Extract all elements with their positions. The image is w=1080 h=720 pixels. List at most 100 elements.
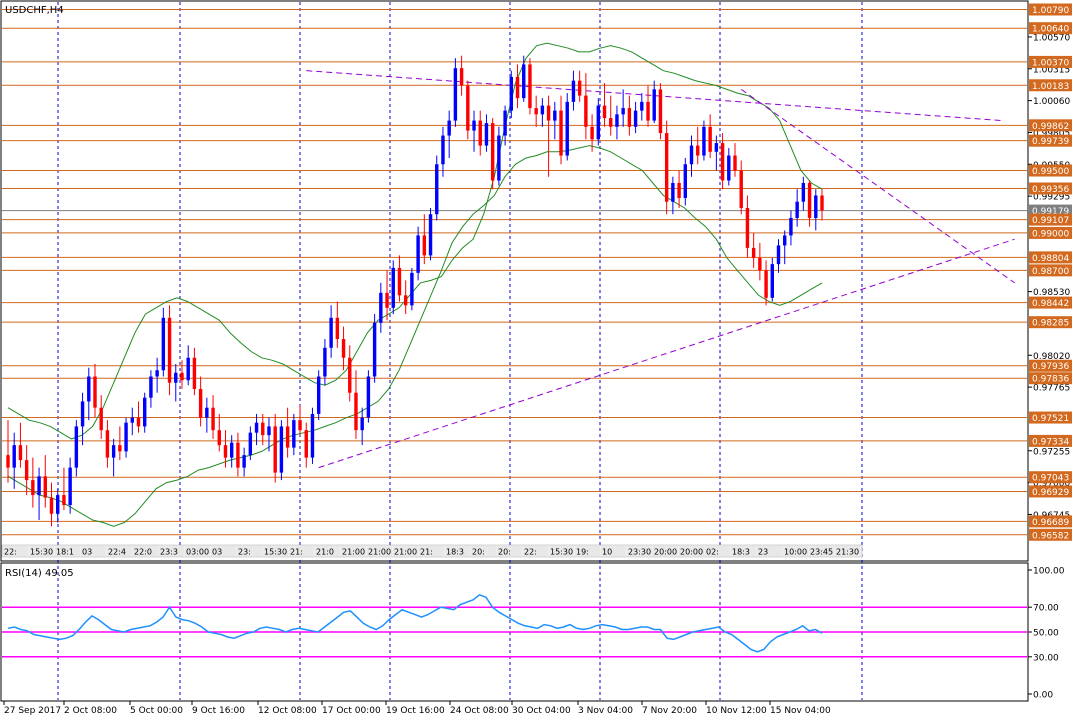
candle-body-100 <box>627 108 632 127</box>
candle-body-77 <box>484 123 489 146</box>
trendline-2 <box>318 238 1015 469</box>
candle-body-84 <box>528 64 532 109</box>
session-label-2: 18:1 <box>56 548 74 557</box>
candle-body-88 <box>553 110 557 121</box>
session-cell-29 <box>757 546 782 556</box>
candle-body-129 <box>807 183 812 218</box>
session-cell-2 <box>55 546 80 556</box>
candle-body-27 <box>174 372 178 383</box>
candle-body-60 <box>379 292 383 323</box>
candle-body-55 <box>348 357 352 393</box>
session-cell-15 <box>393 546 418 556</box>
session-label-7: 03:00 <box>186 548 209 557</box>
session-label-4: 22:4 <box>108 548 126 557</box>
level-tag-label-0: 1.00790 <box>1032 6 1069 16</box>
price-tick-label-7: 0.98020 <box>1033 352 1070 362</box>
session-cell-30 <box>783 546 808 556</box>
candle-body-124 <box>776 245 781 265</box>
candle-body-13 <box>87 376 91 402</box>
candle-body-6 <box>43 476 47 498</box>
candle-body-108 <box>677 183 681 198</box>
main-chart-frame <box>0 0 1029 562</box>
candle-body-38 <box>242 455 246 468</box>
trendline-1 <box>740 88 1015 284</box>
level-tag-label-11: 0.98804 <box>1032 254 1069 264</box>
session-cell-19 <box>497 546 522 556</box>
candle-body-43 <box>273 426 277 473</box>
time-tick-label-3: 9 Oct 16:00 <box>192 706 245 716</box>
session-cell-13 <box>341 546 366 556</box>
level-tag-21 <box>1029 515 1072 528</box>
candle-body-63 <box>397 267 402 296</box>
level-tag-label-6: 0.99500 <box>1032 167 1069 177</box>
candle-body-7 <box>49 497 54 514</box>
session-cell-7 <box>185 546 210 556</box>
level-tag-5 <box>1029 134 1072 147</box>
session-label-14: 21:00 <box>368 548 391 557</box>
session-label-5: 22:0 <box>134 548 152 557</box>
candle-body-29 <box>186 357 190 381</box>
level-tag-label-7: 0.99356 <box>1032 185 1069 195</box>
candle-body-70 <box>441 135 445 165</box>
candle-body-26 <box>167 317 172 383</box>
level-tag-19 <box>1029 471 1072 484</box>
rsi-tick-label-1: 70.00 <box>1033 604 1059 614</box>
candle-body-3 <box>24 460 29 481</box>
candle-body-81 <box>509 76 514 111</box>
candle-body-62 <box>391 267 395 308</box>
session-cell-24 <box>627 546 652 556</box>
session-label-15: 21:00 <box>394 548 417 557</box>
session-cell-12 <box>315 546 340 556</box>
candle-body-71 <box>447 120 451 136</box>
bollinger-lower <box>7 145 823 527</box>
session-cell-17 <box>445 546 470 556</box>
candle-body-127 <box>795 201 799 218</box>
session-label-22: 19: <box>576 548 589 557</box>
candle-body-130 <box>814 195 818 218</box>
candle-body-89 <box>559 110 563 156</box>
candle-body-83 <box>522 64 526 99</box>
rsi-tick-label-4: 0.00 <box>1033 691 1053 701</box>
candle-body-94 <box>590 126 594 140</box>
candle-body-105 <box>658 89 663 134</box>
candle-body-57 <box>360 417 364 431</box>
candle-body-1 <box>12 445 16 468</box>
session-label-30: 10:00 <box>784 548 807 557</box>
time-tick-label-9: 3 Nov 04:00 <box>578 706 633 716</box>
session-cell-4 <box>107 546 132 556</box>
candle-body-103 <box>646 101 650 121</box>
price-tick-label-9: 0.97255 <box>1033 447 1070 457</box>
candle-body-32 <box>205 407 209 418</box>
bollinger-bands <box>7 42 823 527</box>
level-tag-16 <box>1029 372 1072 385</box>
session-label-26: 20:00 <box>680 548 703 557</box>
candle-body-52 <box>329 317 333 348</box>
candle-body-35 <box>223 445 228 458</box>
level-tag-label-18: 0.97334 <box>1032 437 1069 447</box>
candle-body-106 <box>664 133 669 202</box>
candle-body-93 <box>584 95 588 127</box>
level-tag-0 <box>1029 3 1072 16</box>
level-tag-label-17: 0.97521 <box>1032 414 1069 424</box>
candle-body-102 <box>640 101 644 111</box>
candle-body-34 <box>217 430 221 446</box>
level-tag-label-4: 0.99862 <box>1032 122 1069 132</box>
candle-body-111 <box>696 145 700 156</box>
candle-body-42 <box>267 426 271 436</box>
time-tick-label-2: 5 Oct 00:00 <box>130 706 183 716</box>
candle-body-92 <box>577 80 582 96</box>
session-cell-23 <box>601 546 626 556</box>
vertical-gridlines <box>57 2 863 700</box>
candle-body-59 <box>372 322 377 377</box>
candle-body-37 <box>236 442 240 468</box>
session-label-21: 15:30 <box>550 548 573 557</box>
candle-body-96 <box>602 105 607 119</box>
session-label-20: 22: <box>524 548 537 557</box>
candle-body-11 <box>74 426 79 468</box>
price-tick-label-6: 0.98530 <box>1033 288 1070 298</box>
level-tag-11 <box>1029 251 1072 264</box>
time-tick-label-8: 30 Oct 04:00 <box>512 706 571 716</box>
session-label-3: 03 <box>82 548 92 557</box>
session-label-25: 20:00 <box>654 548 677 557</box>
